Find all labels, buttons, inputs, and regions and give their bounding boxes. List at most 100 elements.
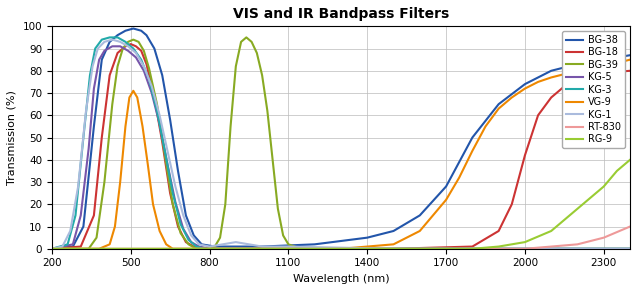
BG-18 <box>132 45 140 48</box>
BG-18 <box>258 247 266 251</box>
KG-3 <box>145 78 153 81</box>
KG-3 <box>390 247 397 251</box>
BG-18 <box>626 69 634 72</box>
BG-38 <box>521 82 529 86</box>
BG-38 <box>48 247 55 251</box>
BG-18 <box>574 78 582 81</box>
BG-38 <box>129 27 137 30</box>
KG-5 <box>521 247 529 251</box>
BG-39 <box>153 102 161 106</box>
BG-39 <box>135 40 143 44</box>
BG-38 <box>198 243 206 246</box>
RT-830 <box>258 247 266 251</box>
KG-1 <box>390 247 397 251</box>
BG-38 <box>98 58 106 61</box>
KG-3 <box>201 247 208 251</box>
RG-9 <box>613 169 620 173</box>
BG-18 <box>174 225 182 228</box>
KG-5 <box>96 58 103 61</box>
BG-38 <box>390 229 397 233</box>
BG-18 <box>190 245 197 248</box>
RG-9 <box>258 247 266 251</box>
KG-3 <box>192 245 200 248</box>
KG-1 <box>206 245 213 248</box>
KG-1 <box>124 45 132 48</box>
BG-39 <box>119 47 127 50</box>
KG-1 <box>171 185 179 188</box>
BG-39 <box>85 247 92 251</box>
BG-39 <box>248 40 255 44</box>
KG-3 <box>258 247 266 251</box>
BG-38 <box>166 118 174 121</box>
RG-9 <box>600 185 608 188</box>
KG-1 <box>195 243 203 246</box>
BG-18 <box>122 45 129 48</box>
BG-38 <box>69 245 76 248</box>
RG-9 <box>232 247 240 251</box>
RT-830 <box>521 247 529 251</box>
VG-9 <box>258 247 266 251</box>
BG-38 <box>182 214 190 217</box>
VG-9 <box>534 80 542 84</box>
VG-9 <box>600 65 608 68</box>
BG-18 <box>508 203 515 206</box>
BG-39 <box>129 38 137 41</box>
BG-38 <box>190 234 197 237</box>
Line: KG-5: KG-5 <box>52 46 630 249</box>
KG-5 <box>390 247 397 251</box>
KG-3 <box>626 247 634 251</box>
VG-9 <box>122 125 129 128</box>
BG-39 <box>48 247 55 251</box>
Line: KG-1: KG-1 <box>52 40 630 249</box>
BG-39 <box>390 247 397 251</box>
BG-38 <box>138 29 145 33</box>
BG-39 <box>297 247 305 251</box>
KG-3 <box>48 247 55 251</box>
RT-830 <box>390 247 397 251</box>
BG-18 <box>600 71 608 75</box>
VG-9 <box>169 247 176 251</box>
KG-1 <box>101 40 108 44</box>
RT-830 <box>626 225 634 228</box>
KG-3 <box>98 38 106 41</box>
VG-9 <box>482 125 489 128</box>
Line: BG-39: BG-39 <box>52 38 630 249</box>
BG-39 <box>124 40 132 44</box>
BG-18 <box>547 96 555 99</box>
VG-9 <box>111 225 118 228</box>
BG-38 <box>469 136 476 139</box>
BG-39 <box>93 236 101 239</box>
BG-38 <box>547 69 555 72</box>
KG-1 <box>66 229 74 233</box>
RG-9 <box>469 247 476 251</box>
BG-18 <box>561 85 568 88</box>
BG-38 <box>311 243 318 246</box>
BG-39 <box>232 65 240 68</box>
BG-39 <box>108 102 116 106</box>
KG-5 <box>85 147 92 150</box>
BG-39 <box>274 207 282 210</box>
KG-3 <box>122 40 129 44</box>
VG-9 <box>125 96 133 99</box>
BG-39 <box>206 247 213 251</box>
BG-38 <box>442 185 450 188</box>
BG-39 <box>101 180 108 184</box>
BG-18 <box>159 140 166 144</box>
BG-18 <box>182 240 190 244</box>
KG-1 <box>245 243 253 246</box>
KG-5 <box>140 69 148 72</box>
RT-830 <box>48 247 55 251</box>
BG-38 <box>80 225 87 228</box>
BG-38 <box>574 62 582 66</box>
BG-38 <box>122 29 129 33</box>
VG-9 <box>442 198 450 202</box>
BG-39 <box>185 243 192 246</box>
KG-1 <box>164 149 171 152</box>
KG-1 <box>219 243 227 246</box>
VG-9 <box>495 107 503 110</box>
BG-39 <box>243 36 250 39</box>
VG-9 <box>162 243 170 246</box>
BG-18 <box>127 42 134 46</box>
KG-5 <box>626 247 634 251</box>
KG-1 <box>140 65 148 68</box>
